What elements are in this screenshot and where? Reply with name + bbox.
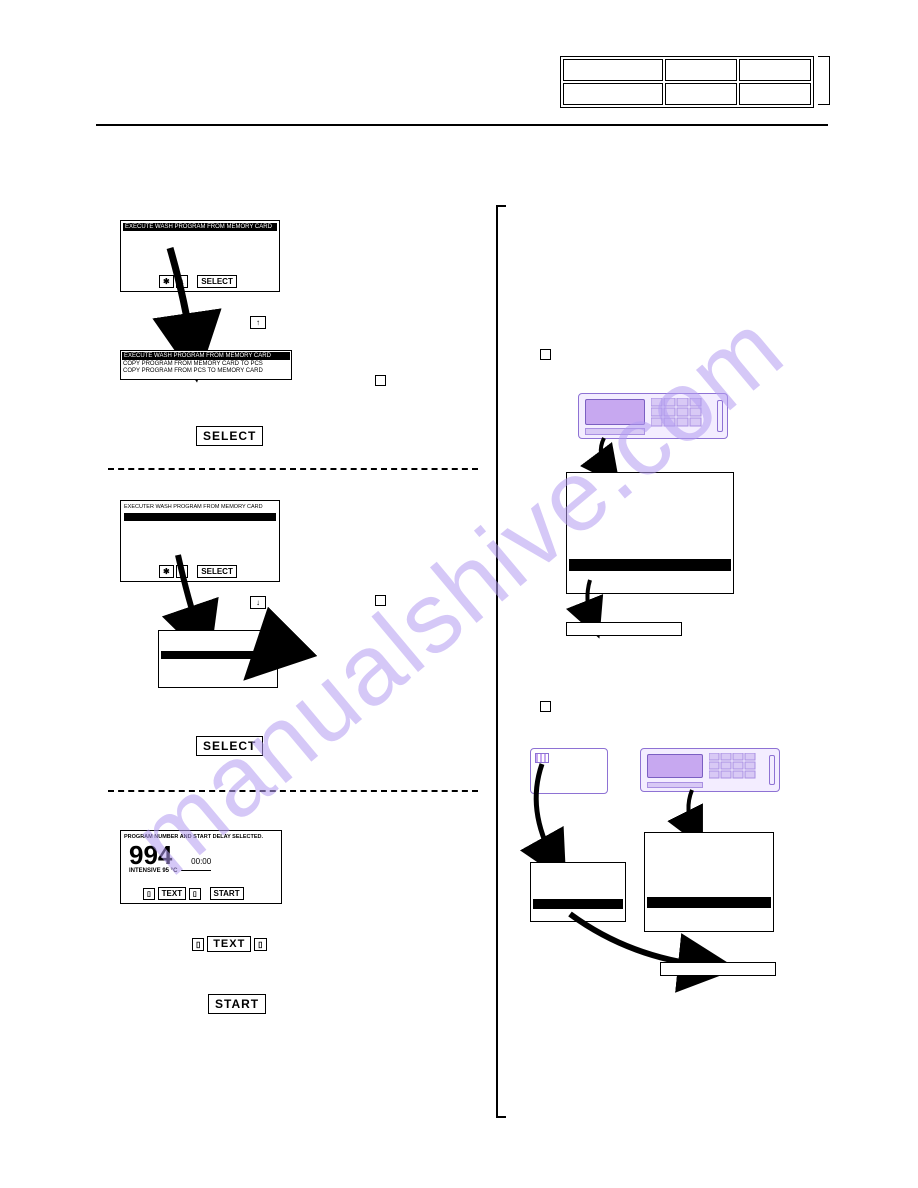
hdr-c2 <box>665 59 737 81</box>
btn-select[interactable]: SELECT <box>197 275 237 288</box>
btn-text-c[interactable]: TEXT <box>158 887 186 900</box>
screen-a2-r2: COPY PROGRAM FROM MEMORY CARD TO PCS <box>121 361 291 368</box>
screen-a2-r1: EXECUTE WASH PROGRAM FROM MEMORY CARD <box>122 352 290 360</box>
device-a-slot <box>717 400 723 432</box>
prog-sub: INTENSIVE 95 °C <box>129 868 177 874</box>
dash-2 <box>108 790 478 792</box>
text-button[interactable]: TEXT <box>207 936 251 952</box>
screen-c1: PROGRAM NUMBER AND START DELAY SELECTED.… <box>120 830 282 904</box>
panel-a-strip <box>566 622 682 636</box>
device-b-bar <box>647 782 703 788</box>
device-a-keypad-icon <box>651 398 709 428</box>
panel-b-right <box>644 832 774 932</box>
prog-number: 994 <box>129 840 172 870</box>
panel-a-bar <box>569 559 731 571</box>
right-a-box <box>540 349 551 360</box>
screen-b1-bar <box>124 513 276 521</box>
screen-b2 <box>158 630 278 688</box>
device-a <box>578 393 728 439</box>
start-button[interactable]: START <box>208 994 266 1014</box>
screen-a1: EXECUTE WASH PROGRAM FROM MEMORY CARD ✱ … <box>120 220 280 292</box>
watermark: manualshive.com <box>113 290 806 898</box>
header-table <box>560 56 814 108</box>
hdr-c3 <box>739 59 811 81</box>
right-b-box <box>540 701 551 712</box>
screen-c1-hdr: PROGRAM NUMBER AND START DELAY SELECTED. <box>121 831 281 840</box>
prog-time: 00:00 <box>191 857 211 866</box>
card-chip-icon <box>535 753 549 763</box>
btn-down[interactable]: ↓ <box>176 275 188 288</box>
btn-star-b[interactable]: ✱ <box>159 565 174 578</box>
card-b <box>530 748 608 794</box>
btn-select-b[interactable]: SELECT <box>197 565 237 578</box>
device-a-bar <box>585 428 645 435</box>
btn-text-mark1: ▯ <box>143 888 155 900</box>
bracket-bot <box>496 1116 506 1118</box>
bracket-top <box>496 205 506 207</box>
select-b[interactable]: SELECT <box>196 736 263 756</box>
device-b-keypad-icon <box>709 753 763 781</box>
panel-b-left <box>530 862 626 922</box>
device-a-lcd <box>585 399 645 425</box>
screen-a2-r3: COPY PROGRAM FROM PCS TO MEMORY CARD <box>121 368 291 375</box>
panel-a-screen <box>566 472 734 594</box>
screen-a1-title: EXECUTE WASH PROGRAM FROM MEMORY CARD <box>123 223 277 231</box>
screen-b1: EXECUTER WASH PROGRAM FROM MEMORY CARD ✱… <box>120 500 280 582</box>
header-side <box>818 56 830 105</box>
page: manualshive.com EXECUTE WASH PROGRAM FRO… <box>0 0 918 1188</box>
screen-a2: EXECUTE WASH PROGRAM FROM MEMORY CARD CO… <box>120 350 292 380</box>
btn-start-c[interactable]: START <box>210 887 244 900</box>
device-b-lcd <box>647 754 703 778</box>
screen-b2-bar <box>161 651 275 659</box>
btn-down-mid[interactable]: ↓ <box>250 596 266 609</box>
hdr-c1 <box>563 59 663 81</box>
btn-up-mid[interactable]: ↑ <box>250 316 266 329</box>
step2-box <box>375 595 386 606</box>
text-mark-l: ▯ <box>192 938 204 951</box>
btn-text-mark2: ▯ <box>189 888 201 900</box>
btn-star[interactable]: ✱ <box>159 275 174 288</box>
arrow-rb2 <box>678 788 708 836</box>
btn-down-b[interactable]: ↓ <box>176 565 188 578</box>
arrow-ra1 <box>586 436 626 476</box>
device-b <box>640 748 780 792</box>
bracket <box>496 205 498 1118</box>
panel-b-strip <box>660 962 776 976</box>
screen-b1-title: EXECUTER WASH PROGRAM FROM MEMORY CARD <box>121 501 279 510</box>
text-mark-r: ▯ <box>254 938 266 951</box>
device-b-slot <box>769 755 775 785</box>
select-a[interactable]: SELECT <box>196 426 263 446</box>
panel-b-left-bar <box>533 899 623 909</box>
panel-b-right-bar <box>647 897 771 908</box>
step1-box <box>375 375 386 386</box>
header-rule <box>96 124 828 126</box>
dash-1 <box>108 468 478 470</box>
